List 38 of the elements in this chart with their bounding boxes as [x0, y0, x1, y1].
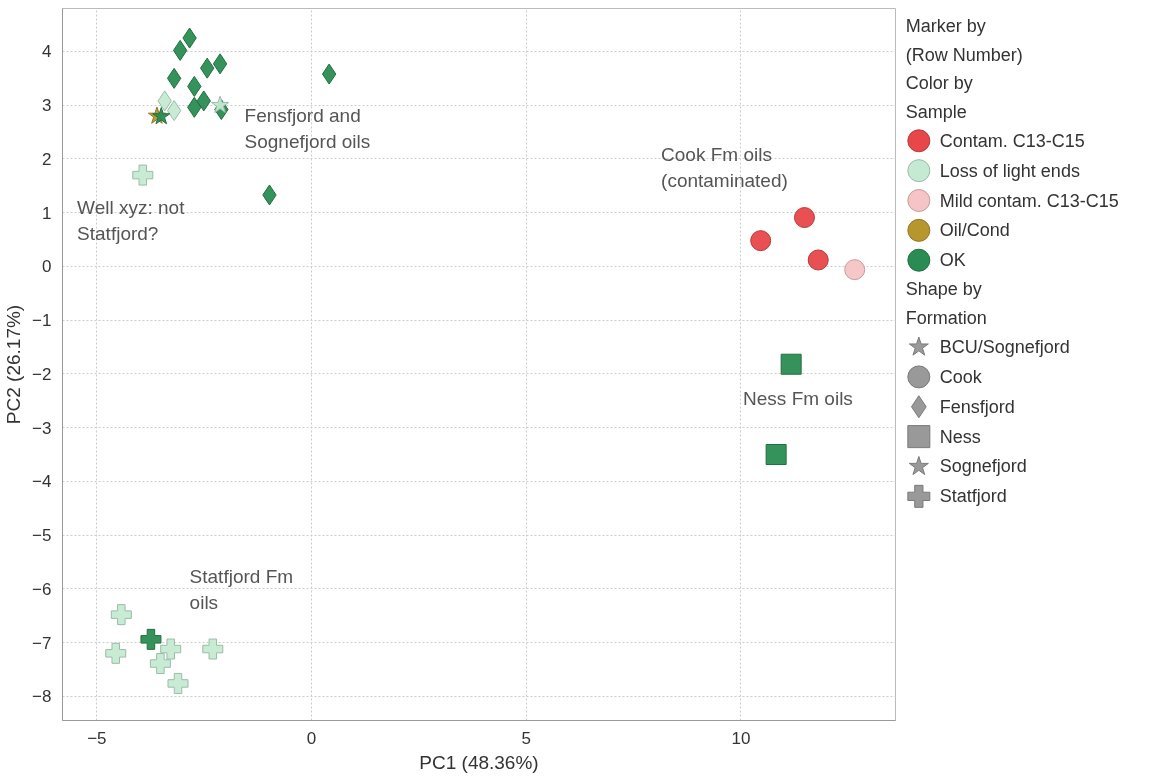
x-tick-label: 5	[521, 728, 531, 748]
annotation: Ness Fm oils	[743, 387, 853, 409]
legend-label: BCU/Sognefjord	[939, 337, 1070, 358]
y-tick-label: −7	[32, 633, 52, 653]
text: Color by Sample	[905, 72, 973, 122]
annotation: Well xyz: not Statfjord?	[77, 196, 186, 244]
legend-label: Sognefjord	[939, 456, 1027, 477]
legend-title: Marker by (Row Number)	[905, 15, 1023, 65]
y-tick-label: −8	[32, 687, 52, 707]
legend-label: Cook	[939, 366, 983, 387]
legend-label: Oil/Cond	[939, 220, 1010, 241]
legend-label: Mild contam. C13-C15	[939, 190, 1119, 211]
legend-label: OK	[939, 250, 966, 271]
y-tick-label: −5	[32, 526, 52, 546]
y-axis-title: PC2 (26.17%)	[3, 304, 25, 425]
y-tick-label: −6	[32, 579, 52, 599]
y-tick-label: −1	[32, 311, 52, 331]
legend-label: Loss of light ends	[939, 160, 1080, 181]
legend-label: Statfjord	[939, 486, 1007, 507]
y-tick-label: 4	[42, 42, 52, 62]
x-tick-label: 0	[306, 728, 317, 748]
legend-label: Fensfjord	[939, 396, 1015, 417]
legend-label: Ness	[939, 426, 981, 447]
text: Shape by Formation	[905, 279, 987, 329]
y-tick-label: −3	[32, 418, 52, 438]
y-tick-label: −2	[32, 364, 52, 384]
y-tick-label: −4	[32, 472, 52, 492]
y-tick-label: 3	[42, 96, 52, 116]
x-tick-label: 10	[731, 728, 751, 748]
legend-label: Contam. C13-C15	[939, 130, 1085, 151]
x-axis-title: PC1 (48.36%)	[419, 751, 539, 773]
y-tick-label: 2	[42, 149, 52, 169]
annotation: Statfjord Fm oils	[189, 565, 294, 613]
annotation: Fensfjord and Sognefjord oils	[244, 105, 371, 153]
y-tick-label: 1	[42, 203, 52, 223]
annotation: Cook Fm oils (contaminated)	[661, 143, 788, 192]
x-tick-label: −5	[87, 728, 107, 748]
y-tick-label: 0	[42, 257, 52, 277]
